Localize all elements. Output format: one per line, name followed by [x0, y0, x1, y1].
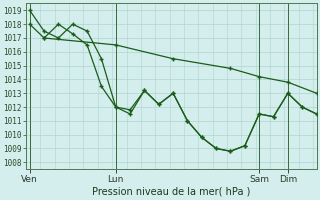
- X-axis label: Pression niveau de la mer( hPa ): Pression niveau de la mer( hPa ): [92, 187, 251, 197]
